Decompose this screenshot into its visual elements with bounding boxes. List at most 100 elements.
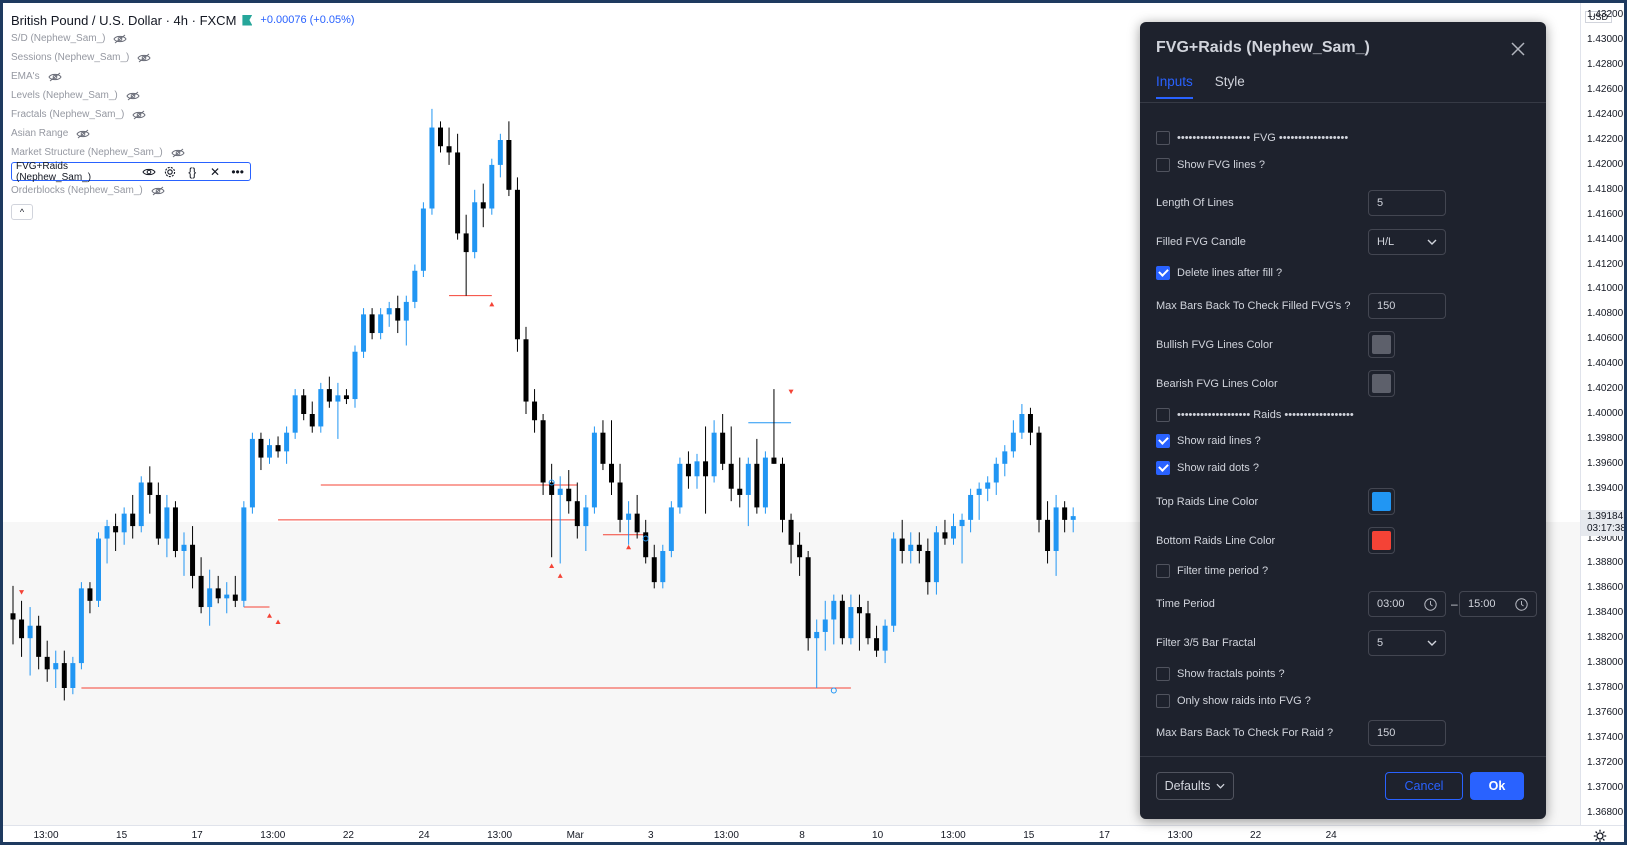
filter-fractal-select[interactable]: 5 (1368, 630, 1446, 656)
tabs-divider (1140, 102, 1546, 103)
indicator-legend-row-active[interactable]: FVG+Raids (Nephew_Sam_) {} ✕ ••• (11, 161, 251, 183)
candle-bullish (848, 607, 854, 639)
top-raids-color-picker[interactable] (1368, 488, 1395, 515)
more-options-icon[interactable]: ••• (231, 164, 244, 179)
eye-hidden-icon[interactable] (76, 129, 90, 139)
clock-icon[interactable] (1515, 597, 1528, 611)
price-change: +0.00076 (+0.05%) (260, 14, 355, 26)
time-start-input[interactable]: 03:00 (1368, 591, 1446, 617)
candle-bearish (326, 389, 332, 402)
indicator-legend-row[interactable]: Levels (Nephew_Sam_) (11, 86, 355, 105)
ok-button[interactable]: Ok (1470, 772, 1524, 800)
candle-bullish (472, 202, 478, 253)
indicator-name: Fractals (Nephew_Sam_) (11, 109, 125, 120)
only-raids-fvg-label: Only show raids into FVG ? (1177, 695, 1311, 707)
candle-bearish (275, 445, 281, 452)
raid-dot (830, 687, 837, 694)
time-end-input[interactable]: 15:00 (1459, 591, 1537, 617)
indicator-name: Sessions (Nephew_Sam_) (11, 52, 130, 63)
raids-section-checkbox[interactable] (1156, 408, 1170, 422)
only-raids-fvg-row: Only show raids into FVG ? (1156, 694, 1530, 708)
indicator-legend-row[interactable]: EMA's (11, 67, 355, 86)
candle-bearish (523, 339, 529, 402)
max-bars-filled-input[interactable]: 150 (1368, 293, 1446, 319)
eye-hidden-icon[interactable] (126, 91, 140, 101)
raids-section-header: ••••••••••••••••••• Raids ••••••••••••••… (1177, 409, 1354, 421)
bullish-color-picker[interactable] (1368, 331, 1395, 358)
candle-bearish (369, 314, 375, 334)
candle-bearish (865, 613, 871, 639)
market-open-flag-icon (242, 14, 253, 26)
length-of-lines-row: Length Of Lines 5 (1156, 190, 1530, 216)
candle-bearish (737, 488, 743, 495)
fractal-marker (557, 573, 563, 578)
bottom-raids-color-picker[interactable] (1368, 527, 1395, 554)
candle-bullish (241, 507, 247, 601)
tab-style[interactable]: Style (1214, 74, 1245, 89)
indicator-legend-row[interactable]: Asian Range (11, 124, 355, 143)
candle-bearish (771, 457, 777, 464)
candle-bearish (839, 600, 845, 639)
settings-gear-icon[interactable] (161, 164, 178, 180)
indicator-legend-row[interactable]: Sessions (Nephew_Sam_) (11, 48, 355, 67)
eye-hidden-icon[interactable] (137, 53, 151, 63)
dialog-title: FVG+Raids (Nephew_Sam_) (1156, 39, 1370, 56)
cancel-button[interactable]: Cancel (1385, 772, 1463, 800)
source-code-icon[interactable]: {} (188, 164, 197, 179)
gear-icon[interactable] (1593, 829, 1607, 843)
candle-bullish (181, 544, 187, 551)
price-tick-label: 1.38600 (1587, 582, 1624, 594)
price-tick-label: 1.41400 (1587, 233, 1624, 245)
chevron-down-icon (1427, 640, 1437, 646)
candle-bullish (249, 438, 255, 508)
eye-icon[interactable] (142, 167, 156, 177)
show-fractals-label: Show fractals points ? (1177, 668, 1285, 680)
filter-time-period-checkbox[interactable] (1156, 564, 1170, 578)
candle-bearish (19, 619, 25, 639)
eye-hidden-icon[interactable] (171, 148, 185, 158)
bearish-color-picker[interactable] (1368, 370, 1395, 397)
candle-bullish (121, 513, 127, 533)
delete-lines-checkbox[interactable] (1156, 266, 1170, 280)
price-tick-label: 1.36800 (1587, 806, 1624, 818)
indicator-legend-row[interactable]: S/D (Nephew_Sam_) (11, 29, 355, 48)
show-fractals-checkbox[interactable] (1156, 667, 1170, 681)
show-raid-lines-checkbox[interactable] (1156, 434, 1170, 448)
only-raids-fvg-checkbox[interactable] (1156, 694, 1170, 708)
eye-hidden-icon[interactable] (113, 34, 128, 44)
indicator-legend-row[interactable]: Orderblocks (Nephew_Sam_) (11, 181, 355, 200)
collapse-legend-button[interactable]: ^ (11, 204, 33, 220)
show-raid-dots-checkbox[interactable] (1156, 461, 1170, 475)
eye-hidden-icon[interactable] (48, 72, 62, 82)
price-tick-label: 1.40200 (1587, 383, 1624, 395)
candle-bullish (993, 463, 999, 483)
indicator-legend-row[interactable]: Market Structure (Nephew_Sam_) (11, 143, 355, 162)
tab-inputs[interactable]: Inputs (1156, 74, 1193, 99)
price-tick-label: 1.40800 (1587, 308, 1624, 320)
remove-close-icon[interactable]: ✕ (209, 164, 221, 179)
candlestick-chart[interactable] (3, 3, 1580, 825)
clock-icon[interactable] (1424, 597, 1437, 611)
fvg-section-checkbox[interactable] (1156, 131, 1170, 145)
length-of-lines-input[interactable]: 5 (1368, 190, 1446, 216)
candle-bullish (677, 463, 683, 508)
dialog-tabs: Inputs Style (1156, 74, 1245, 99)
price-axis[interactable]: USD 1.43200 1.43000 1.42800 1.42600 1.42400 1… (1580, 3, 1624, 825)
time-tick-label: 24 (1325, 830, 1337, 841)
price-tick-label: 1.38400 (1587, 607, 1624, 619)
time-axis[interactable]: 13:00 15 17 13:00 22 24 13:00 Mar 3 13:00 8 10 13:00… (3, 825, 1624, 843)
indicator-legend-row[interactable]: Fractals (Nephew_Sam_) (11, 105, 355, 124)
defaults-button[interactable]: Defaults (1156, 772, 1234, 800)
eye-hidden-icon[interactable] (132, 110, 146, 120)
currency-label[interactable]: USD (1585, 11, 1613, 23)
candle-bullish (908, 544, 914, 551)
fractal-marker (267, 613, 272, 618)
candle-bearish (600, 432, 606, 464)
indicator-list: S/D (Nephew_Sam_) Sessions (Nephew_Sam_) E… (11, 29, 355, 200)
max-bars-raid-input[interactable]: 150 (1368, 720, 1446, 746)
show-fvg-lines-checkbox[interactable] (1156, 158, 1170, 172)
eye-hidden-icon[interactable] (151, 186, 165, 196)
symbol-title[interactable]: British Pound / U.S. Dollar · 4h · FXCM (11, 12, 237, 28)
filled-fvg-candle-select[interactable]: H/L (1368, 229, 1446, 255)
close-icon[interactable] (1510, 41, 1526, 57)
